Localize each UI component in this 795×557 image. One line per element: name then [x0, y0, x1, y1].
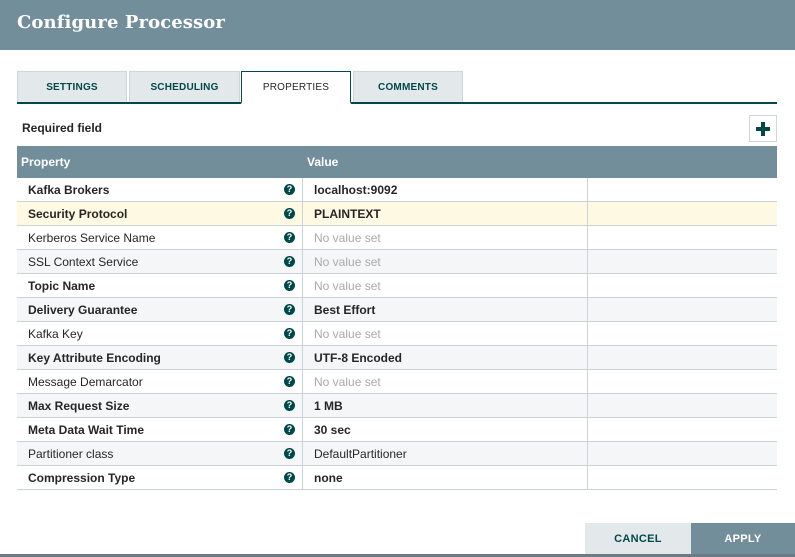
- column-divider: [302, 346, 303, 370]
- help-icon[interactable]: ?: [284, 232, 295, 243]
- help-icon[interactable]: ?: [284, 472, 295, 483]
- tab-settings[interactable]: SETTINGS: [17, 71, 127, 102]
- column-divider: [587, 226, 588, 250]
- property-name: Kerberos Service Name: [28, 231, 156, 245]
- column-divider: [587, 346, 588, 370]
- property-value[interactable]: No value set: [314, 279, 381, 293]
- column-divider: [302, 274, 303, 298]
- column-divider: [587, 322, 588, 346]
- property-value[interactable]: Best Effort: [314, 303, 376, 317]
- cancel-button[interactable]: CANCEL: [585, 523, 691, 554]
- property-value[interactable]: No value set: [314, 255, 381, 269]
- property-value[interactable]: UTF-8 Encoded: [314, 351, 403, 365]
- property-value[interactable]: PLAINTEXT: [314, 207, 381, 221]
- column-divider: [302, 202, 303, 226]
- property-name: Max Request Size: [28, 399, 130, 413]
- tab-bar: SETTINGS SCHEDULING PROPERTIES COMMENTS: [17, 71, 777, 104]
- tab-scheduling[interactable]: SCHEDULING: [129, 71, 240, 102]
- help-icon[interactable]: ?: [284, 448, 295, 459]
- column-divider: [587, 418, 588, 442]
- column-divider: [302, 442, 303, 466]
- table-row[interactable]: Kafka Key? No value set: [17, 322, 777, 346]
- dialog-header: Configure Processor: [0, 0, 795, 50]
- property-name: Delivery Guarantee: [28, 303, 138, 317]
- properties-table: Property Value Kafka Brokers? localhost:9…: [17, 146, 777, 490]
- column-divider: [302, 418, 303, 442]
- property-name: Compression Type: [28, 471, 136, 485]
- table-row[interactable]: Topic Name? No value set: [17, 274, 777, 298]
- table-row[interactable]: SSL Context Service? No value set: [17, 250, 777, 274]
- help-icon[interactable]: ?: [284, 256, 295, 267]
- help-icon[interactable]: ?: [284, 352, 295, 363]
- column-divider: [302, 226, 303, 250]
- property-name: Kafka Brokers: [28, 183, 110, 197]
- column-divider: [302, 322, 303, 346]
- table-row[interactable]: Max Request Size? 1 MB: [17, 394, 777, 418]
- plus-icon: [756, 121, 770, 136]
- column-header-value[interactable]: Value: [307, 155, 339, 169]
- property-value[interactable]: No value set: [314, 327, 381, 341]
- column-divider: [302, 466, 303, 490]
- help-icon[interactable]: ?: [284, 208, 295, 219]
- table-row[interactable]: Meta Data Wait Time? 30 sec: [17, 418, 777, 442]
- column-divider: [302, 178, 303, 202]
- column-divider: [587, 370, 588, 394]
- property-value[interactable]: localhost:9092: [314, 183, 398, 197]
- column-divider: [587, 178, 588, 202]
- help-icon[interactable]: ?: [284, 184, 295, 195]
- property-name: Message Demarcator: [28, 375, 143, 389]
- add-property-button[interactable]: [749, 115, 777, 142]
- property-name: SSL Context Service: [28, 255, 139, 269]
- table-row[interactable]: Partitioner class? DefaultPartitioner: [17, 442, 777, 466]
- table-row[interactable]: Delivery Guarantee? Best Effort: [17, 298, 777, 322]
- tab-comments[interactable]: COMMENTS: [353, 71, 463, 102]
- property-value[interactable]: 30 sec: [314, 423, 351, 437]
- required-field-label: Required field: [22, 121, 103, 135]
- column-divider: [302, 394, 303, 418]
- table-row[interactable]: Kerberos Service Name? No value set: [17, 226, 777, 250]
- footer-divider: [0, 554, 795, 557]
- help-icon[interactable]: ?: [284, 328, 295, 339]
- table-row[interactable]: Security Protocol? PLAINTEXT: [17, 202, 777, 226]
- help-icon[interactable]: ?: [284, 424, 295, 435]
- table-row[interactable]: Key Attribute Encoding? UTF-8 Encoded: [17, 346, 777, 370]
- property-name: Security Protocol: [28, 207, 128, 221]
- table-header: Property Value: [17, 146, 777, 178]
- property-value[interactable]: DefaultPartitioner: [314, 447, 407, 461]
- column-divider: [587, 298, 588, 322]
- table-row[interactable]: Compression Type? none: [17, 466, 777, 490]
- property-value[interactable]: No value set: [314, 231, 381, 245]
- property-value[interactable]: 1 MB: [314, 399, 343, 413]
- dialog-title: Configure Processor: [17, 12, 225, 33]
- help-icon[interactable]: ?: [284, 280, 295, 291]
- column-divider: [587, 202, 588, 226]
- column-divider: [587, 442, 588, 466]
- property-name: Key Attribute Encoding: [28, 351, 161, 365]
- table-row[interactable]: Message Demarcator? No value set: [17, 370, 777, 394]
- column-divider: [302, 370, 303, 394]
- column-divider: [302, 250, 303, 274]
- property-value[interactable]: none: [314, 471, 343, 485]
- property-name: Meta Data Wait Time: [28, 423, 145, 437]
- column-divider: [587, 274, 588, 298]
- help-icon[interactable]: ?: [284, 376, 295, 387]
- column-divider: [587, 394, 588, 418]
- column-header-property[interactable]: Property: [21, 155, 71, 169]
- property-name: Partitioner class: [28, 447, 114, 461]
- table-row[interactable]: Kafka Brokers? localhost:9092: [17, 178, 777, 202]
- property-name: Kafka Key: [28, 327, 83, 341]
- property-name: Topic Name: [28, 279, 96, 293]
- column-divider: [587, 250, 588, 274]
- help-icon[interactable]: ?: [284, 400, 295, 411]
- column-divider: [302, 298, 303, 322]
- column-divider: [587, 466, 588, 490]
- help-icon[interactable]: ?: [284, 304, 295, 315]
- tab-properties[interactable]: PROPERTIES: [241, 71, 351, 104]
- apply-button[interactable]: APPLY: [691, 523, 795, 554]
- property-value[interactable]: No value set: [314, 375, 381, 389]
